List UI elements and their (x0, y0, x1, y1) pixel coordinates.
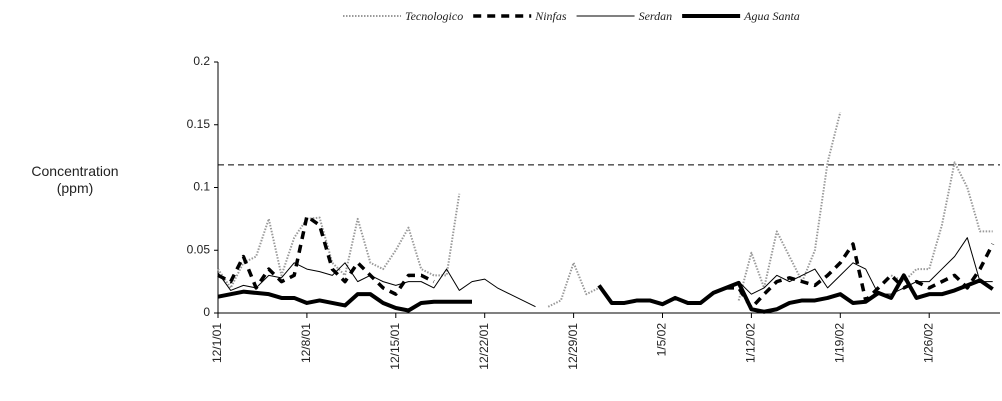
x-tick-label: 1/26/02 (921, 323, 935, 363)
series-line (597, 273, 994, 314)
x-tick-label: 12/1/01 (210, 323, 224, 363)
y-tick-label: 0.2 (193, 54, 210, 68)
legend-label: Ninfas (534, 9, 567, 23)
series-line (726, 242, 995, 310)
x-tick-label: 12/22/01 (477, 323, 491, 370)
series-line (725, 237, 993, 295)
x-tick-label: 1/19/02 (832, 323, 846, 363)
y-tick-label: 0.1 (193, 180, 210, 194)
series-line (217, 193, 461, 289)
legend-label: Tecnologico (405, 9, 463, 23)
series-line (737, 111, 842, 301)
series-line (217, 262, 536, 308)
x-tick-label: 1/12/02 (744, 323, 758, 363)
series-line (890, 161, 993, 283)
series-line (217, 214, 435, 296)
legend-label: Agua Santa (743, 9, 800, 23)
series-line (547, 261, 600, 308)
legend: Tecnologico Ninfas Serdan Agua Santa (343, 9, 800, 23)
y-tick-label: 0.15 (187, 117, 211, 131)
y-tick-label: 0.05 (187, 242, 211, 256)
y-axis-label: Concentration (ppm) (31, 163, 119, 196)
x-tick-label: 12/8/01 (299, 323, 313, 363)
x-tick-label: 12/29/01 (566, 323, 580, 370)
legend-label: Serdan (639, 9, 673, 23)
x-tick-label: 12/15/01 (388, 323, 402, 370)
series-line (217, 289, 472, 313)
y-tick-label: 0 (203, 305, 210, 319)
x-tick-label: 1/5/02 (655, 323, 669, 357)
